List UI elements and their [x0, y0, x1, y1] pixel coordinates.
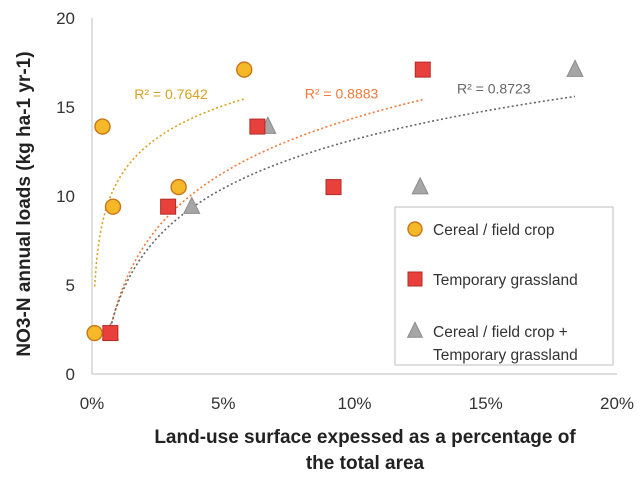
x-axis-label-line: Land-use surface expessed as a percentag… [154, 427, 576, 448]
legend-label: Cereal / field crop [433, 222, 554, 239]
y-axis-label: NO3-N annual loads (kg ha-1 yr-1) [14, 51, 35, 356]
legend: Cereal / field crop Temporary grassland Ce… [394, 206, 614, 366]
square-data-point [102, 325, 119, 342]
plot-area [91, 18, 617, 375]
triangle-data-point [411, 176, 429, 195]
data-points [86, 59, 584, 342]
x-axis-title: Land-use surface expessed as a percentag… [154, 427, 576, 474]
r-squared-labels: R² = 0.7642 R² = 0.8883 R² = 0.8723 [134, 80, 531, 101]
circle-data-point [170, 178, 187, 196]
y-axis-title: NO3-N annual loads (kg ha-1 yr-1) [14, 51, 35, 356]
legend-label: Cereal / field crop + [433, 324, 568, 341]
y-tick-label: 15 [56, 98, 75, 117]
square-data-point [325, 179, 342, 196]
circle-data-point [236, 61, 253, 78]
circle-data-point [86, 324, 103, 342]
x-tick-label: 20% [600, 394, 634, 413]
triangle-data-point [183, 196, 201, 214]
legend-circle-marker [407, 221, 423, 237]
legend-square-marker [407, 271, 423, 287]
y-tick-label: 20 [56, 9, 75, 28]
y-tick-label: 0 [66, 365, 75, 384]
legend-triangle-marker [406, 321, 424, 338]
x-tick-label: 15% [469, 394, 503, 413]
y-tick-label: 10 [56, 187, 75, 206]
square-data-point [414, 61, 431, 78]
r-squared-label: R² = 0.8723 [457, 80, 531, 96]
x-tick-label: 10% [337, 394, 371, 413]
y-tick-label: 5 [66, 276, 75, 295]
legend-label: Temporary grassland [433, 347, 578, 364]
axis-ticks: 0 5 10 15 20 0% 5% 10% 15% 20% [56, 9, 634, 413]
x-tick-label: 0% [80, 394, 105, 413]
x-tick-label: 5% [211, 394, 236, 413]
circle-data-point [104, 198, 122, 215]
r-squared-label: R² = 0.8883 [305, 86, 379, 102]
x-axis-label-line: the total area [306, 453, 425, 474]
legend-label: Temporary grassland [433, 272, 578, 289]
square-data-point [160, 198, 177, 215]
triangle-data-point [566, 59, 584, 77]
legend-box [394, 206, 614, 366]
r-squared-label: R² = 0.7642 [134, 86, 208, 102]
circle-data-point [94, 118, 111, 135]
trendlines [93, 95, 576, 329]
trendline [93, 98, 245, 287]
square-data-point [249, 118, 266, 135]
